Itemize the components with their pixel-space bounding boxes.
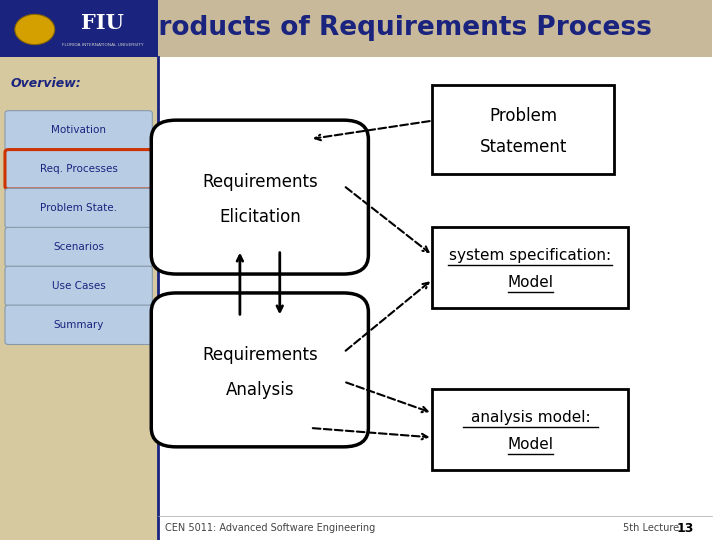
Text: 13: 13 xyxy=(677,522,694,535)
FancyBboxPatch shape xyxy=(5,305,153,345)
Text: Requirements: Requirements xyxy=(202,173,318,191)
FancyBboxPatch shape xyxy=(433,85,614,174)
Text: FLORIDA INTERNATIONAL UNIVERSITY: FLORIDA INTERNATIONAL UNIVERSITY xyxy=(62,43,143,48)
Text: Requirements: Requirements xyxy=(202,346,318,364)
FancyBboxPatch shape xyxy=(151,293,369,447)
Text: Elicitation: Elicitation xyxy=(219,208,301,226)
FancyBboxPatch shape xyxy=(5,266,153,306)
Text: Overview:: Overview: xyxy=(11,77,81,90)
Text: Req. Processes: Req. Processes xyxy=(40,164,117,174)
FancyBboxPatch shape xyxy=(5,227,153,267)
Text: Scenarios: Scenarios xyxy=(53,242,104,252)
Text: system specification:: system specification: xyxy=(449,248,611,262)
FancyBboxPatch shape xyxy=(5,111,153,150)
FancyBboxPatch shape xyxy=(433,389,629,470)
Text: analysis model:: analysis model: xyxy=(471,410,590,424)
FancyBboxPatch shape xyxy=(433,227,629,308)
Text: Model: Model xyxy=(508,275,554,290)
Text: Use Cases: Use Cases xyxy=(52,281,106,291)
Text: Problem: Problem xyxy=(489,107,557,125)
FancyBboxPatch shape xyxy=(151,120,369,274)
Text: Products of Requirements Process: Products of Requirements Process xyxy=(139,15,652,42)
FancyBboxPatch shape xyxy=(5,188,153,228)
Text: Analysis: Analysis xyxy=(225,381,294,399)
FancyBboxPatch shape xyxy=(5,150,153,189)
FancyBboxPatch shape xyxy=(159,58,711,519)
Text: Motivation: Motivation xyxy=(51,125,106,136)
Circle shape xyxy=(15,15,55,45)
Text: Statement: Statement xyxy=(480,138,567,156)
Text: 5th Lecture: 5th Lecture xyxy=(623,523,679,533)
Text: FIU: FIU xyxy=(81,12,124,33)
FancyBboxPatch shape xyxy=(0,0,158,57)
FancyBboxPatch shape xyxy=(0,0,712,57)
FancyBboxPatch shape xyxy=(0,57,158,540)
Text: CEN 5011: Advanced Software Engineering: CEN 5011: Advanced Software Engineering xyxy=(165,523,375,533)
Text: Problem State.: Problem State. xyxy=(40,203,117,213)
Text: Summary: Summary xyxy=(53,320,104,330)
Text: Model: Model xyxy=(508,437,554,452)
